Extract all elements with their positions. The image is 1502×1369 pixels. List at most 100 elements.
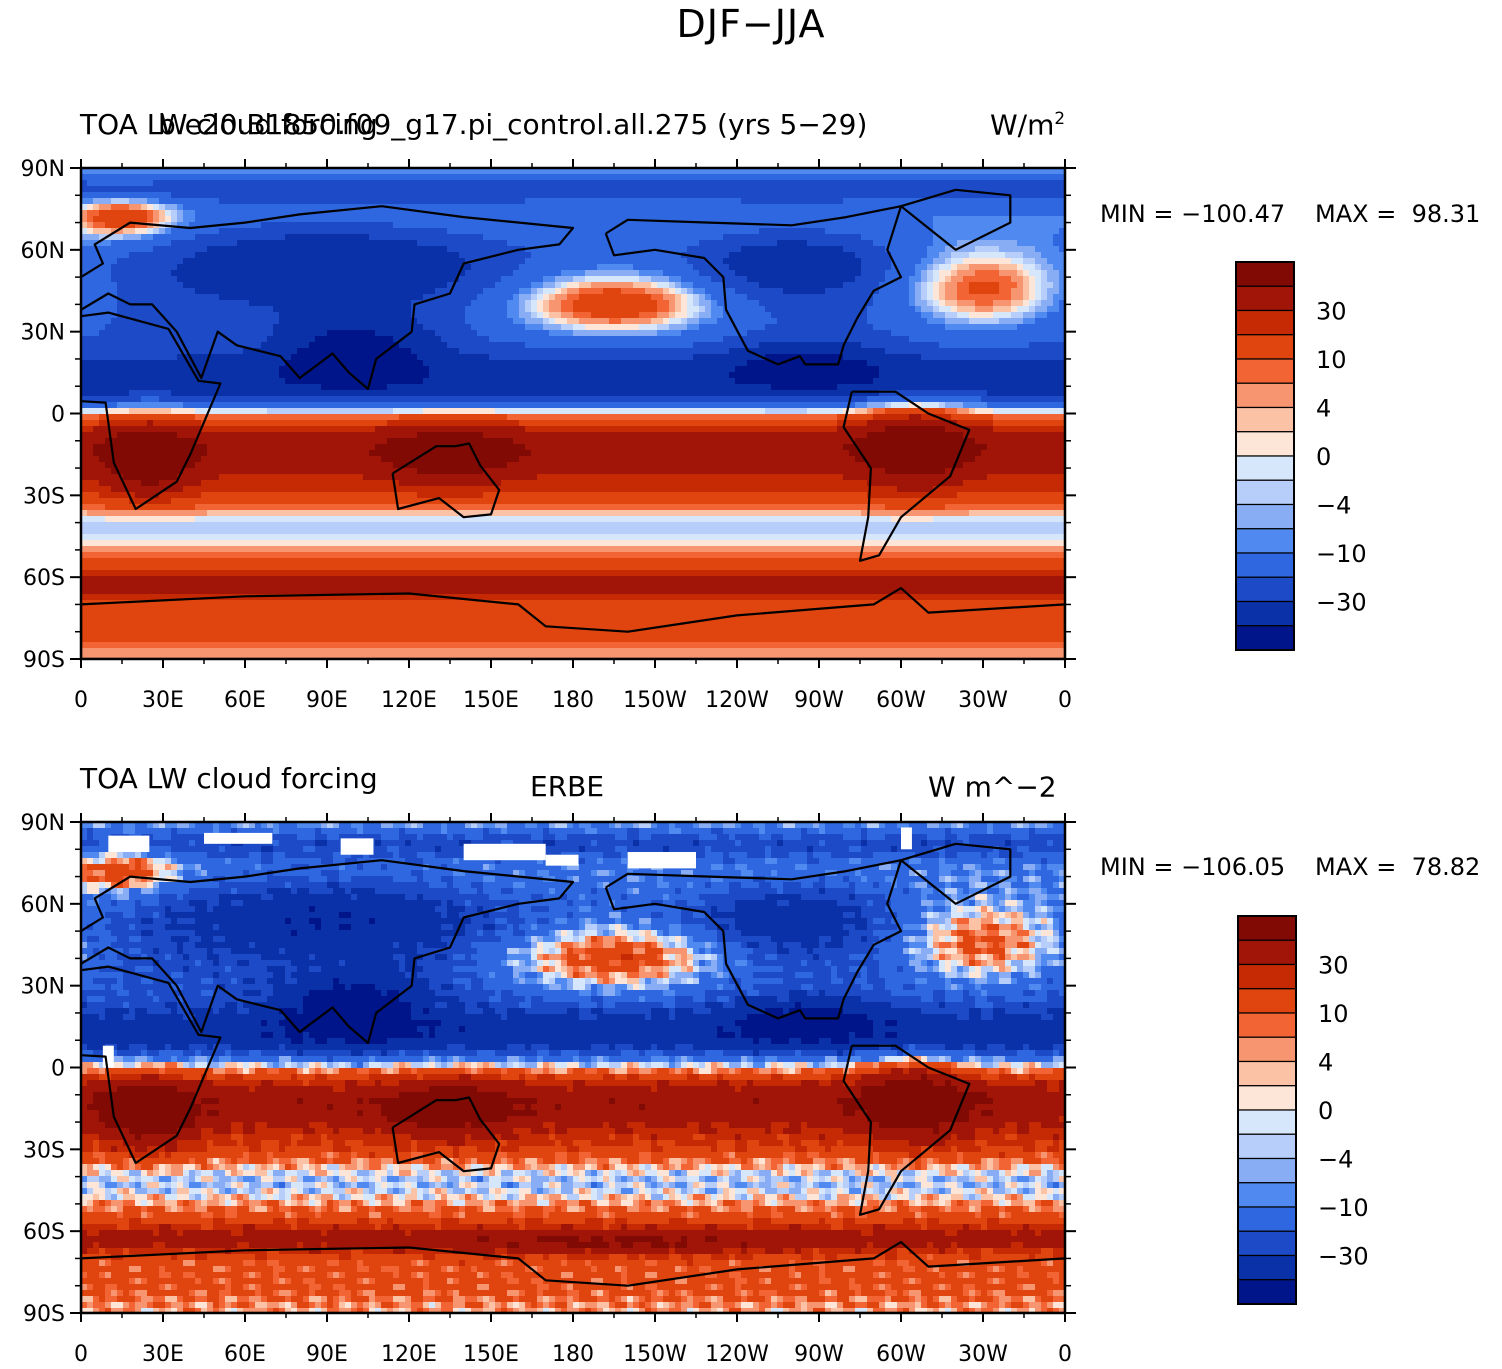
colorbar-label: 4 (1316, 395, 1331, 423)
colorbar-swatch (1237, 1060, 1297, 1087)
panel-1-colorbar: 30 10 4 0 −4 −10 −30 (1235, 261, 1367, 651)
x-tick-label: 0 (74, 688, 88, 713)
x-tick-label: 120W (705, 1342, 769, 1367)
colorbar-swatch (1237, 1085, 1297, 1111)
y-tick-label: 60S (23, 1220, 65, 1245)
colorbar-swatch (1235, 600, 1295, 627)
colorbar-swatch (1235, 455, 1295, 481)
x-tick-label: 0 (1058, 688, 1072, 713)
colorbar-swatch (1235, 431, 1295, 457)
colorbar-swatch (1237, 963, 1297, 990)
panel-2-map: 0 30E 60E 90E 120E 150E 180 150W 120W 90W 60W 30W 09… (21, 811, 1076, 1367)
x-tick-label: 180 (552, 1342, 594, 1367)
y-tick-label: 90N (21, 811, 65, 836)
panel-2-left-title: TOA LW cloud forcing (80, 762, 378, 795)
y-tick-label: 90S (23, 648, 65, 673)
colorbar-label: 30 (1318, 952, 1349, 980)
y-tick-label: 60S (23, 566, 65, 591)
coastline-eurasia (81, 859, 575, 1045)
x-tick-label: 30W (958, 1342, 1008, 1367)
x-tick-label: 0 (74, 1342, 88, 1367)
x-tick-label: 30W (958, 688, 1008, 713)
coastline-namerica (604, 859, 903, 1020)
coastline-antarctica (81, 586, 1065, 659)
panel-1-map: 0 30E 60E 90E 120E 150E 180 150W 120W 90W 60W 30W 09… (21, 157, 1076, 713)
colorbar-swatch (1237, 988, 1297, 1014)
coastline-australia (391, 442, 501, 519)
y-tick-label: 60N (21, 893, 65, 918)
coastline-africa (81, 965, 222, 1165)
colorbar-label: −30 (1318, 1243, 1369, 1271)
x-tick-label: 120W (705, 688, 769, 713)
y-tick-label: 30N (21, 975, 65, 1000)
panel-1-units-text: W/m (990, 108, 1054, 141)
x-tick-label: 90W (794, 688, 844, 713)
x-tick-label: 150W (623, 688, 687, 713)
coastline-eurasia (81, 205, 575, 391)
colorbar-swatch (1235, 261, 1295, 287)
panel-1-units-sup: 2 (1054, 108, 1065, 128)
colorbar-label: 0 (1318, 1097, 1333, 1125)
colorbar-swatch (1237, 1182, 1297, 1208)
panel-1-units: W/m2 (990, 108, 1065, 141)
colorbar-label: −4 (1316, 492, 1351, 520)
coastline-namerica (604, 205, 903, 366)
colorbar-swatch (1237, 1036, 1297, 1063)
colorbar-label: −10 (1318, 1194, 1369, 1222)
colorbar-swatch (1237, 1206, 1297, 1232)
x-tick-label: 150E (463, 1342, 519, 1367)
x-tick-label: 120E (381, 688, 437, 713)
colorbar-swatch (1235, 576, 1295, 603)
panel-2-min-label: MIN = −106.05 (1100, 853, 1285, 881)
colorbar-swatch (1235, 406, 1295, 433)
x-tick-label: 180 (552, 688, 594, 713)
x-tick-label: 120E (381, 1342, 437, 1367)
coastline-greenland (900, 842, 1012, 905)
colorbar-swatch (1237, 1157, 1297, 1184)
x-tick-label: 150E (463, 688, 519, 713)
coastline-australia (391, 1096, 501, 1173)
x-tick-label: 0 (1058, 1342, 1072, 1367)
x-tick-label: 60E (224, 688, 266, 713)
colorbar-swatch (1237, 1133, 1297, 1160)
colorbar-swatch (1237, 1109, 1297, 1135)
x-tick-label: 90E (306, 688, 348, 713)
colorbar-swatch (1237, 915, 1297, 941)
y-tick-label: 90S (23, 1302, 65, 1327)
colorbar-swatch (1235, 382, 1295, 409)
panel-1-field (81, 168, 1065, 659)
colorbar-swatch (1235, 528, 1295, 554)
colorbar-swatch (1235, 334, 1295, 360)
colorbar-swatch (1237, 939, 1297, 966)
y-tick-label: 0 (51, 403, 65, 428)
y-tick-label: 30S (23, 1138, 65, 1163)
colorbar-label: 0 (1316, 443, 1331, 471)
panel-1-left-title: TOA LW cloud forcing (80, 108, 378, 141)
x-tick-label: 60W (876, 1342, 926, 1367)
colorbar-swatch (1237, 1012, 1297, 1038)
panel-2-center-title: ERBE (530, 770, 604, 803)
y-tick-label: 30S (23, 484, 65, 509)
coastline-samerica (842, 390, 971, 562)
colorbar-label: −4 (1318, 1146, 1353, 1174)
x-tick-label: 60W (876, 688, 926, 713)
colorbar-swatch (1235, 285, 1295, 312)
colorbar-label: 10 (1316, 346, 1347, 374)
panel-1-coastlines (81, 188, 1065, 659)
panel-2-field (81, 822, 1065, 1313)
colorbar-swatch (1235, 479, 1295, 506)
panel-2-max-label: MAX = 78.82 (1315, 853, 1480, 881)
y-tick-label: 30N (21, 321, 65, 346)
panel-2-units-text: W m^−2 (928, 770, 1057, 803)
coastline-greenland (900, 188, 1012, 251)
colorbar-label: 10 (1318, 1000, 1349, 1028)
panel-2-colorbar: 30 10 4 0 −4 −10 −30 (1237, 915, 1369, 1305)
colorbar-swatch (1235, 625, 1295, 651)
colorbar-label: 4 (1318, 1049, 1333, 1077)
x-tick-label: 60E (224, 1342, 266, 1367)
colorbar-label: −10 (1316, 540, 1367, 568)
coastline-samerica (842, 1044, 971, 1216)
y-tick-label: 0 (51, 1057, 65, 1082)
x-tick-label: 90E (306, 1342, 348, 1367)
